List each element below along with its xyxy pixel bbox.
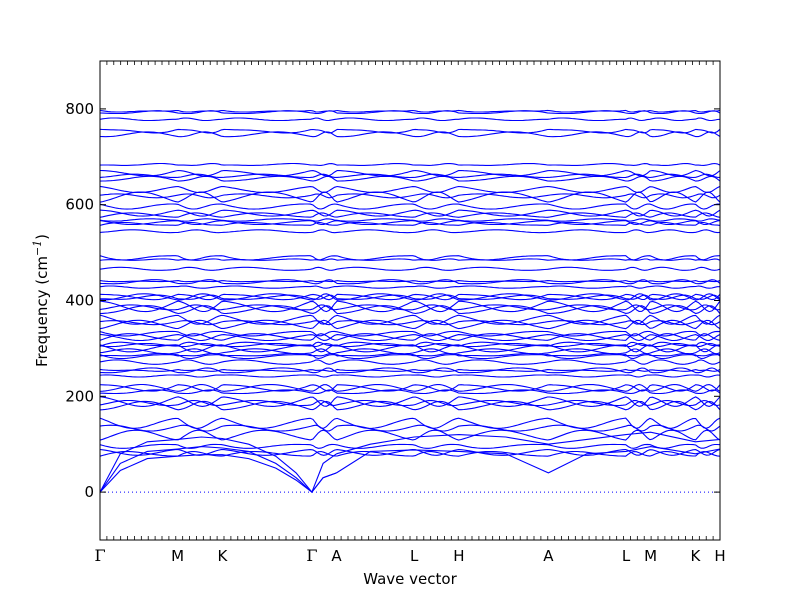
x-axis-label: Wave vector [363,570,457,588]
y-tick-label: 600 [65,196,94,214]
band-optical [99,354,721,360]
band-optical [99,330,721,337]
x-tick-label: L [410,547,419,565]
band-optical [99,342,721,348]
band-optical [100,367,721,374]
band-optical [99,368,721,372]
y-tick-label: 0 [84,483,94,501]
band-optical [99,279,721,283]
x-tick-label: H [714,547,725,565]
band-optical [99,293,721,301]
band-optical [99,300,721,313]
band-optical [99,319,721,330]
band-optical [99,128,721,134]
band-optical [99,218,721,222]
x-tick-label: K [217,547,228,565]
x-tick-label: M [171,547,184,565]
band-optical [99,333,721,342]
band-optical [99,255,721,261]
band-optical [99,384,721,392]
band-optical [99,193,721,199]
x-tick-label: A [543,547,554,565]
band-optical [99,212,721,218]
band-optical [99,374,721,378]
band-optical [99,258,721,261]
x-tick-label: Γ [306,546,317,565]
band-optical [99,417,721,429]
band-optical [99,396,721,407]
band-optical [99,209,721,217]
band-optical [99,109,721,113]
y-axis-label-close: ) [33,234,51,240]
band-optical [99,424,721,432]
y-tick-label: 400 [65,292,94,310]
band-optical [99,320,721,326]
band-optical [99,229,721,234]
band-optical [99,383,721,392]
x-tick-label: M [644,547,657,565]
y-axis-label-exponent: −1 [31,240,44,256]
plot-frame [99,60,721,541]
band-optical [99,185,721,194]
band-ta1b [336,446,721,474]
band-optical [99,314,721,325]
band-lab [336,431,721,455]
x-tick-label: H [453,547,464,565]
y-axis-label: Frequency (cm−1) [31,234,51,367]
band-optical [99,175,721,182]
band-lines [99,109,721,494]
band-optical [99,162,721,166]
band-optical [99,173,721,179]
band-optical [99,220,721,226]
x-tick-label: Γ [94,546,105,565]
y-tick-label: 800 [65,100,94,118]
band-optical [99,285,720,289]
y-axis-label-text: Frequency (cm [33,256,51,367]
band-optical [99,450,721,457]
y-ticks: 0 200 400 600 800 [65,100,720,501]
band-optical [99,266,721,271]
band-optical [99,203,720,210]
band-optical [99,399,721,407]
x-tick-label: K [690,547,701,565]
band-optical [99,169,721,177]
band-optical [99,443,721,449]
band-optical [99,333,721,341]
band-optical [99,448,721,456]
band-optical [99,348,721,355]
band-la [99,436,337,494]
x-tick-label: L [622,547,631,565]
band-optical [99,304,721,311]
band-optical [99,359,721,365]
band-optical [99,400,721,411]
band-optical [100,294,721,300]
y-tick-label: 200 [65,387,94,405]
band-optical [99,117,721,122]
x-tick-label: A [331,547,342,565]
